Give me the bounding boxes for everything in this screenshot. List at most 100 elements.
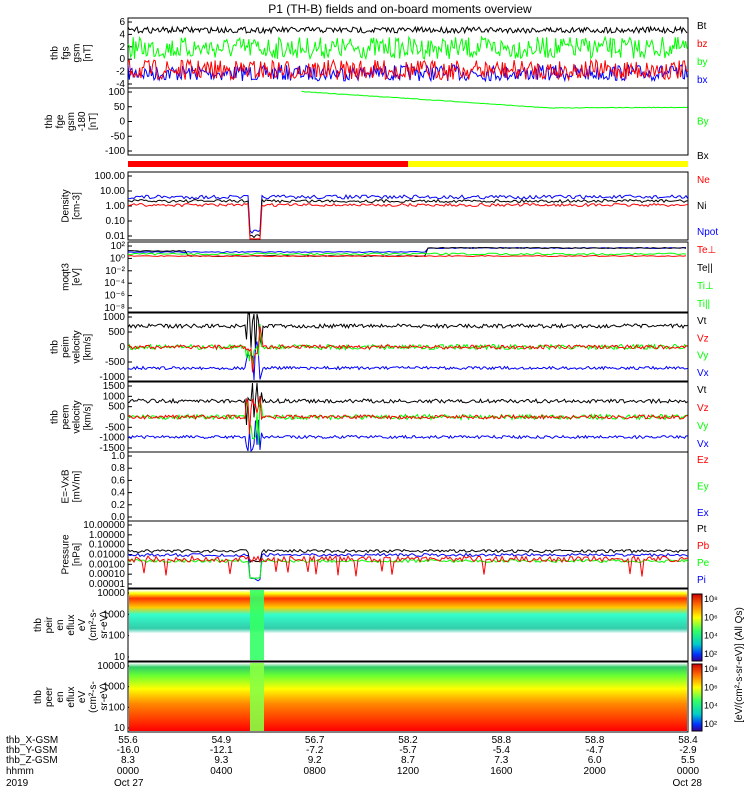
x-row-value: 9.3 — [214, 755, 228, 766]
x-row-value: 0400 — [210, 766, 233, 777]
y-axis-label-line: gsm — [72, 44, 83, 63]
tick-label: 4 — [119, 29, 125, 40]
tick-label: 0.10 — [106, 216, 126, 227]
x-row-value: -5.7 — [399, 745, 417, 756]
heatmap-event — [250, 663, 264, 731]
legend-Vy: Vy — [697, 351, 708, 362]
y-axis-label-line: en — [55, 691, 66, 702]
x-row-value: 1200 — [397, 766, 420, 777]
tick-label: 1.00 — [106, 201, 126, 212]
tick-label: 0.0 — [111, 512, 125, 523]
y-axis-label-line: [km/s] — [83, 403, 94, 430]
x-row-value: 9.2 — [308, 755, 322, 766]
x-row-label: thb_X-GSM — [6, 735, 58, 746]
y-axis-label: Density[cm-3] — [61, 189, 83, 222]
trace-#ff0000 — [127, 395, 688, 435]
x-row-value: 54.9 — [212, 735, 232, 746]
tick-label: 0.8 — [111, 463, 125, 474]
x-row-value: 0800 — [304, 766, 327, 777]
colorbar — [691, 663, 703, 732]
legend-Vt: Vt — [697, 385, 707, 396]
state-bar-red — [128, 161, 408, 167]
tick-label: 0.00001 — [89, 579, 126, 590]
trace-#000000 — [127, 548, 689, 564]
x-row-value: 8.7 — [401, 755, 415, 766]
tick-label: 1500 — [103, 381, 126, 392]
trace-#ff0000 — [127, 326, 688, 373]
y-axis-label-line: en — [55, 619, 66, 630]
tick-label: 10 — [114, 723, 126, 734]
tick-label: 2 — [119, 42, 125, 53]
x-row-label: thb_Y-GSM — [6, 745, 57, 756]
y-axis-label-line: eV — [77, 619, 88, 632]
y-axis-label-line: Pressure — [61, 534, 72, 574]
x-row-value: 7.3 — [494, 755, 508, 766]
trace-#0000ff — [127, 194, 689, 234]
panel-frame — [127, 520, 689, 589]
tick-label: 0 — [119, 117, 125, 128]
tick-label: 0.10000 — [89, 540, 126, 551]
y-axis-label-line: sr-eV) — [99, 683, 110, 710]
legend-by: by — [697, 57, 708, 68]
y-axis-label-line: [eV] — [72, 268, 83, 286]
trace-#000000 — [127, 198, 689, 239]
y-axis-label-line: thb — [33, 690, 44, 704]
panel-density: 100.00 10.00 1.00 0.10 0.01 Density[cm-3] Ne Ni… — [61, 171, 719, 242]
legend-bz: bz — [697, 39, 708, 50]
legend-Pt: Pt — [697, 524, 707, 535]
legend-Vx: Vx — [697, 368, 709, 379]
y-axis-label-line: eflux — [66, 614, 77, 635]
x-row-value: 56.7 — [305, 735, 325, 746]
trace-#00ff00 — [127, 558, 689, 580]
x-row-value: 1600 — [490, 766, 513, 777]
colorbar-tick: 10⁶ — [704, 682, 718, 692]
y-axis-label-line: (cm²-s- — [88, 609, 99, 641]
y-axis-label-line: [mV/m] — [72, 470, 83, 502]
panel-efield: 1.00.80.6 0.40.20.0 E=-VxB[mV/m] Ez Ey Ex — [61, 451, 709, 523]
y-axis-label-line: velocity — [72, 330, 83, 363]
legend-Bx: Bx — [697, 151, 709, 162]
legend-Pi: Pi — [697, 575, 706, 586]
tick-label: 0.4 — [111, 488, 125, 499]
y-axis-label-line: velocity — [72, 400, 83, 433]
legend-Vx: Vx — [697, 439, 709, 450]
panel-peir: 10000 1000 100 10 thbpeirenefluxeV(cm²-s-sr-… — [33, 588, 689, 663]
panel-peer: 10000 1000 100 10 thbpeerenefluxeV(cm²-s-sr-… — [33, 661, 689, 734]
tick-label: 100 — [108, 702, 125, 713]
colorbar-tick: 10² — [704, 719, 717, 729]
tick-label: -4 — [116, 79, 125, 90]
heatmap-event — [250, 590, 264, 660]
trace-#0000ff — [128, 341, 688, 381]
legend-Ex: Ex — [697, 508, 709, 519]
x-row-value: -5.4 — [493, 745, 511, 756]
y-axis-label-line: sr-eV) — [99, 611, 110, 638]
legend-Vt: Vt — [697, 316, 707, 327]
tick-label: -50 — [111, 131, 126, 142]
trace-#ff0000 — [127, 554, 689, 577]
y-axis-label-line: fge — [55, 114, 66, 128]
tick-label: 500 — [108, 327, 125, 338]
tick-label: 50 — [114, 102, 126, 113]
y-axis-label-line: fgs — [61, 46, 72, 59]
tick-label: -1000 — [99, 433, 125, 444]
y-axis-label-line: peim — [61, 336, 72, 358]
panel-fgs: 64 20 -2-4 thbfgsgsm[nT] Bt bz by bx — [50, 17, 708, 90]
tick-label: -500 — [105, 422, 125, 433]
tick-label: -2 — [116, 67, 125, 78]
legend-By: By — [697, 117, 709, 128]
trace-#000000 — [127, 313, 688, 352]
y-axis-label: Pressure[nPa] — [61, 534, 83, 574]
legend-Vy: Vy — [697, 421, 708, 432]
tick-label: 10.00 — [100, 186, 125, 197]
legend-Npot: Npot — [697, 227, 718, 238]
legend-Ey: Ey — [697, 482, 709, 493]
x-row-value: -4.7 — [586, 745, 604, 756]
y-axis-label: thbfgsgsm[nT] — [50, 44, 94, 63]
colorbar-tick: 10² — [704, 649, 717, 659]
trace-By — [301, 90, 688, 109]
tick-label: 10⁻⁸ — [104, 303, 125, 314]
legend-bx: bx — [697, 75, 708, 86]
tick-label: 100.00 — [94, 171, 125, 182]
